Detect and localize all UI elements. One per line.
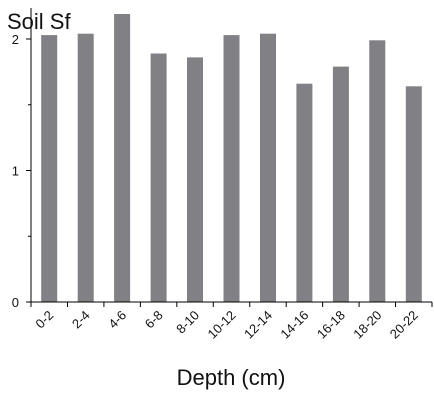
y-ticks-group: 0 1 2: [12, 32, 31, 310]
bar: [405, 86, 422, 302]
x-tick-label: 18-20: [350, 308, 384, 342]
bar: [223, 35, 240, 302]
x-tick-label: 16-18: [314, 308, 348, 342]
bar: [332, 66, 349, 302]
bar: [260, 33, 276, 302]
bar: [296, 83, 313, 302]
x-tick-label: 12-14: [241, 308, 275, 342]
bar: [369, 40, 386, 303]
bar: [77, 33, 94, 302]
y-tick-label: 2: [12, 32, 19, 47]
x-tick-label: 10-12: [205, 308, 239, 342]
y-tick-label: 1: [12, 164, 19, 179]
x-axis-label: Depth (cm): [177, 365, 286, 390]
x-tick-label: 14-16: [277, 308, 311, 342]
y-tick-label: 0: [12, 295, 19, 310]
x-tick-label: 20-22: [387, 308, 421, 342]
x-tick-label: 2-4: [69, 308, 93, 332]
x-tick-label: 6-8: [142, 308, 166, 332]
bar: [150, 53, 167, 302]
x-tick-label: 0-2: [32, 308, 56, 332]
x-tick-label: 4-6: [105, 308, 129, 332]
bar: [41, 35, 58, 302]
bars-group: [41, 14, 422, 303]
bar: [114, 14, 131, 302]
x-tick-label: 8-10: [173, 308, 202, 337]
x-ticks-group: 0-2 2-4 4-6 6-8 8-10 10-12 12-14 14-16 16-18 18-2…: [30, 302, 433, 342]
chart-title: Soil Sf: [7, 9, 71, 34]
bar: [187, 57, 203, 303]
